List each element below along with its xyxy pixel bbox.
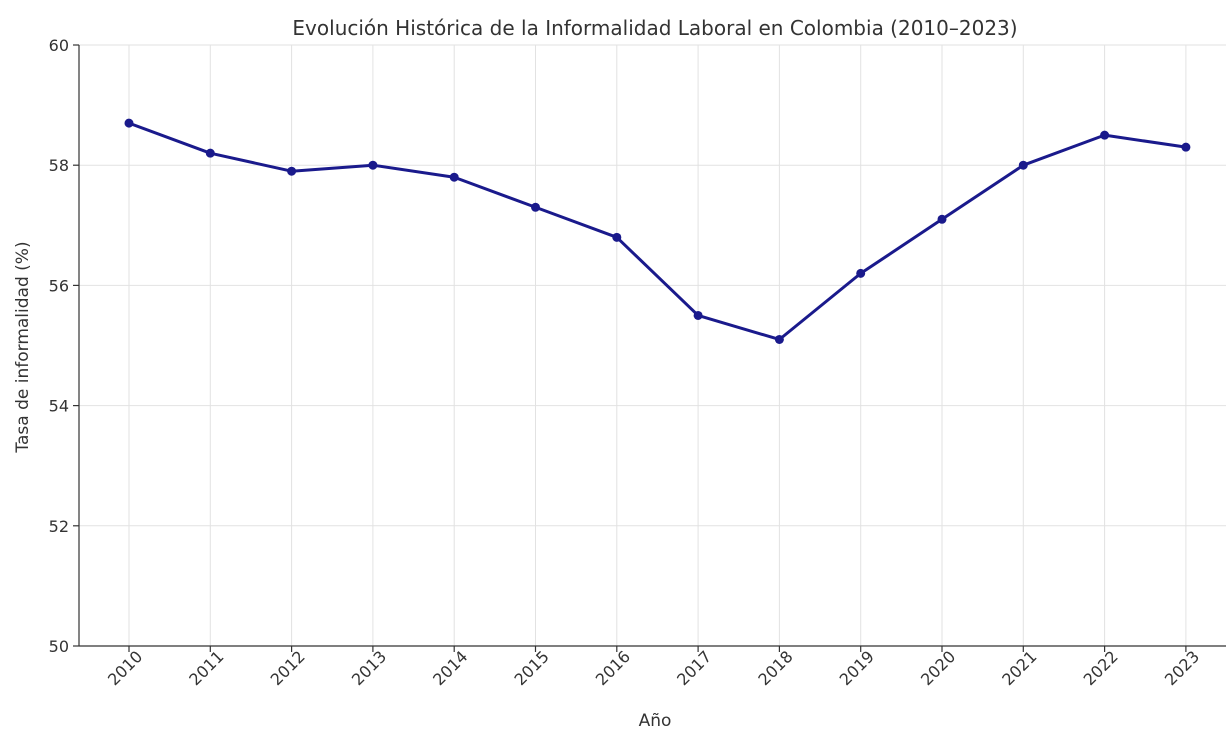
- y-tick-label: 52: [49, 517, 69, 536]
- data-point: [205, 148, 215, 158]
- x-tick-label: 2020: [917, 647, 959, 689]
- axes: [78, 45, 1226, 647]
- y-tick-label: 56: [49, 276, 69, 295]
- grid: [79, 44, 1226, 647]
- y-tick-label: 50: [49, 637, 69, 656]
- x-tick-label: 2022: [1080, 647, 1122, 689]
- y-tick-label: 54: [49, 397, 69, 416]
- x-tick-label: 2014: [429, 647, 471, 689]
- data-point: [449, 172, 459, 182]
- x-axis-label: Año: [639, 711, 672, 731]
- series-line: [128, 121, 1187, 341]
- x-tick-label: 2016: [592, 647, 634, 689]
- x-tick-label: 2015: [510, 647, 552, 689]
- x-tick-label: 2013: [348, 647, 390, 689]
- chart-title: Evolución Histórica de la Informalidad L…: [292, 16, 1017, 40]
- y-tick-label: 58: [49, 156, 69, 175]
- data-point: [937, 214, 947, 224]
- y-ticks: 50 52 54 56 58 60: [49, 36, 79, 656]
- x-tick-label: 2019: [836, 647, 878, 689]
- x-tick-label: 2011: [185, 647, 227, 689]
- data-point: [856, 268, 866, 278]
- x-tick-label: 2017: [673, 647, 715, 689]
- x-ticks: 2010 2011 2012 2013 2014 2015 2016 2017 2018 2019…: [104, 646, 1203, 689]
- y-tick-label: 60: [49, 36, 69, 55]
- x-tick-label: 2010: [104, 647, 146, 689]
- series-group: [124, 118, 1191, 344]
- y-axis-label: Tasa de informalidad (%): [13, 241, 33, 453]
- data-point: [368, 160, 378, 170]
- data-point: [531, 202, 540, 212]
- data-point: [124, 118, 134, 128]
- data-point: [693, 310, 703, 320]
- x-tick-label: 2018: [754, 647, 796, 689]
- x-tick-label: 2021: [998, 647, 1040, 689]
- x-tick-label: 2012: [267, 647, 309, 689]
- data-point: [1018, 160, 1028, 170]
- data-point: [612, 232, 622, 242]
- x-tick-label: 2023: [1161, 647, 1203, 689]
- data-point: [1100, 130, 1110, 140]
- data-point: [287, 166, 297, 176]
- data-point: [1181, 142, 1191, 152]
- data-point: [774, 334, 784, 344]
